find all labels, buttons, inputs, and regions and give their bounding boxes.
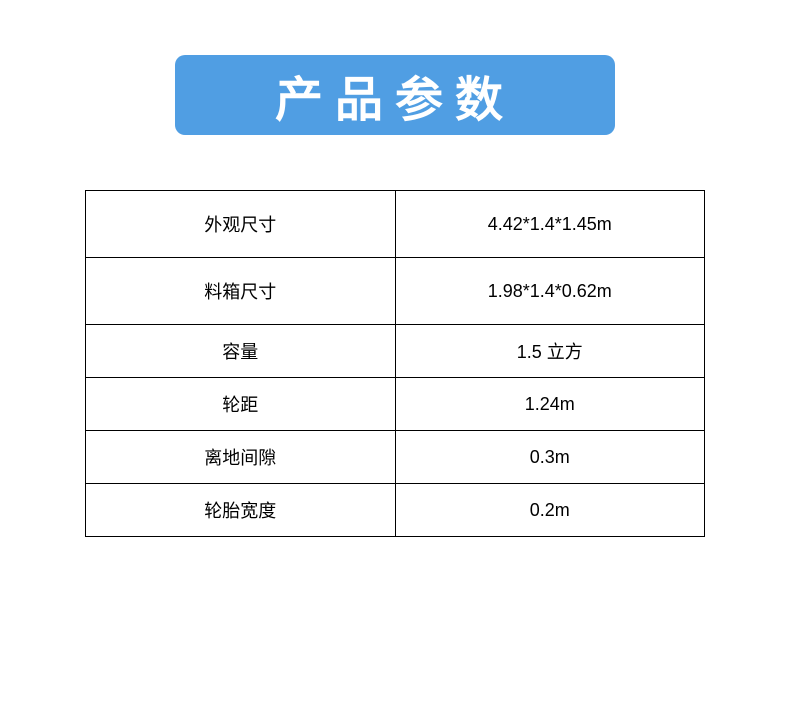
- spec-label: 离地间隙: [86, 431, 396, 484]
- spec-label: 轮胎宽度: [86, 484, 396, 537]
- spec-label: 料箱尺寸: [86, 258, 396, 325]
- table-row: 轮胎宽度 0.2m: [86, 484, 705, 537]
- spec-label: 容量: [86, 325, 396, 378]
- table-row: 料箱尺寸 1.98*1.4*0.62m: [86, 258, 705, 325]
- title-banner: 产品参数: [175, 55, 615, 135]
- spec-value: 1.98*1.4*0.62m: [395, 258, 705, 325]
- table-row: 离地间隙 0.3m: [86, 431, 705, 484]
- spec-value: 0.2m: [395, 484, 705, 537]
- spec-value: 4.42*1.4*1.45m: [395, 191, 705, 258]
- table-row: 容量 1.5 立方: [86, 325, 705, 378]
- table-row: 外观尺寸 4.42*1.4*1.45m: [86, 191, 705, 258]
- spec-label: 外观尺寸: [86, 191, 396, 258]
- spec-label: 轮距: [86, 378, 396, 431]
- spec-value: 0.3m: [395, 431, 705, 484]
- spec-value: 1.24m: [395, 378, 705, 431]
- page-title: 产品参数: [275, 60, 515, 130]
- spec-value: 1.5 立方: [395, 325, 705, 378]
- spec-table: 外观尺寸 4.42*1.4*1.45m 料箱尺寸 1.98*1.4*0.62m …: [85, 190, 705, 537]
- table-row: 轮距 1.24m: [86, 378, 705, 431]
